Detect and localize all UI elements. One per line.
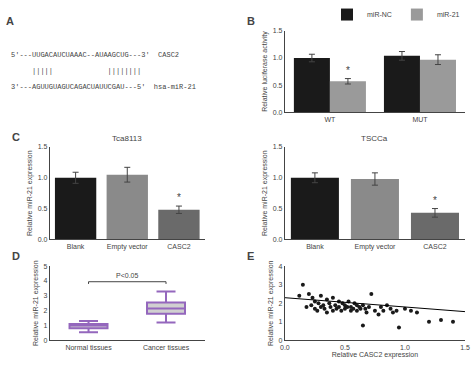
svg-text:0.0: 0.0: [273, 109, 283, 116]
svg-text:0.0: 0.0: [273, 236, 283, 243]
svg-text:Blank: Blank: [67, 243, 85, 250]
svg-text:1: 1: [43, 322, 47, 329]
svg-text:Tca8113: Tca8113: [112, 134, 142, 143]
svg-text:0.5: 0.5: [273, 205, 283, 212]
svg-text:CASC2: CASC2: [167, 243, 190, 250]
svg-text:*: *: [177, 192, 181, 203]
svg-text:1.0: 1.0: [38, 174, 48, 181]
svg-text:4: 4: [43, 277, 47, 284]
svg-text:0.0: 0.0: [280, 344, 290, 351]
svg-text:1.0: 1.0: [273, 54, 283, 61]
svg-text:WT: WT: [324, 116, 336, 123]
svg-text:*: *: [346, 65, 350, 76]
svg-text:E: E: [247, 250, 254, 262]
svg-text:MUT: MUT: [412, 116, 428, 123]
svg-text:Cancer tissues: Cancer tissues: [143, 344, 190, 351]
svg-text:0.5: 0.5: [340, 344, 350, 351]
svg-text:Blank: Blank: [306, 243, 324, 250]
svg-text:Relative miR-21 expression: Relative miR-21 expression: [261, 150, 269, 236]
svg-text:1.5: 1.5: [460, 344, 470, 351]
svg-text:miR-21: miR-21: [437, 11, 460, 18]
svg-text:B: B: [247, 15, 255, 27]
svg-text:Relative miR-21 expression: Relative miR-21 expression: [267, 260, 275, 346]
svg-text:2: 2: [279, 300, 283, 307]
svg-text:1.0: 1.0: [273, 174, 283, 181]
svg-text:0.5: 0.5: [38, 205, 48, 212]
svg-text:0: 0: [279, 337, 283, 344]
svg-text:2: 2: [43, 307, 47, 314]
svg-text:TSCCa: TSCCa: [361, 134, 388, 143]
svg-text:3: 3: [43, 292, 47, 299]
svg-text:miR-NC: miR-NC: [367, 11, 392, 18]
svg-text:5'---UUGACAUCUAAAC--AUAAGCUG--: 5'---UUGACAUCUAAAC--AUAAGCUG---3' CASC2: [11, 51, 179, 59]
svg-text:5: 5: [43, 263, 47, 270]
svg-text:Relative miR-21 expression: Relative miR-21 expression: [32, 260, 40, 346]
svg-text:0: 0: [43, 337, 47, 344]
svg-text:C: C: [12, 131, 20, 143]
svg-text:||||| ||||||||: ||||| ||||||||: [11, 67, 141, 75]
svg-text:Empty vector: Empty vector: [355, 243, 397, 251]
svg-text:P<0.05: P<0.05: [116, 272, 138, 279]
svg-text:0.5: 0.5: [273, 82, 283, 89]
svg-text:1: 1: [279, 318, 283, 325]
svg-text:3'---AGUUGUAGUCAGACUAUUCGAU---: 3'---AGUUGUAGUCAGACUAUUCGAU---5' hsa-miR…: [11, 83, 196, 91]
svg-text:A: A: [6, 15, 14, 27]
svg-text:Empty vector: Empty vector: [107, 243, 149, 251]
svg-text:1.5: 1.5: [273, 143, 283, 150]
svg-text:3: 3: [279, 281, 283, 288]
svg-text:Relative CASC2 expression: Relative CASC2 expression: [332, 351, 418, 359]
svg-text:D: D: [12, 250, 20, 262]
svg-text:0.0: 0.0: [38, 236, 48, 243]
svg-text:1.5: 1.5: [38, 143, 48, 150]
svg-text:Normal tissues: Normal tissues: [65, 344, 112, 351]
svg-text:Relative luciferase activity: Relative luciferase activity: [261, 31, 269, 112]
svg-text:CASC2: CASC2: [423, 243, 446, 250]
svg-text:1.0: 1.0: [400, 344, 410, 351]
svg-text:1.5: 1.5: [273, 27, 283, 34]
svg-text:Relative miR-21 expression: Relative miR-21 expression: [26, 150, 34, 236]
svg-text:4: 4: [279, 263, 283, 270]
svg-text:*: *: [433, 195, 437, 206]
